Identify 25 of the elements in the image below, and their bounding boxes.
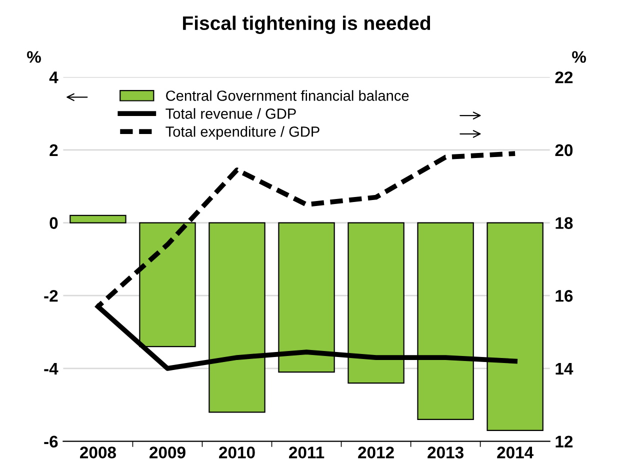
y2-tick-label: 12 bbox=[556, 436, 573, 448]
y-tick-label: 0 bbox=[50, 217, 58, 229]
x-tick-label: 2014 bbox=[497, 446, 534, 458]
legend-label: Central Government financial balance bbox=[166, 90, 409, 101]
y-tick-label: -4 bbox=[44, 363, 58, 374]
chart-title: Fiscal tightening is needed bbox=[183, 16, 430, 34]
x-tick-label: 2013 bbox=[428, 446, 464, 458]
x-tick-label: 2010 bbox=[219, 446, 255, 458]
y2-tick-label: 22 bbox=[555, 71, 573, 84]
x-tick-label: 2008 bbox=[80, 446, 116, 458]
y2-tick-label: 16 bbox=[556, 290, 573, 302]
y2-axis-title: % bbox=[572, 51, 586, 63]
y-tick-label: -2 bbox=[44, 290, 58, 302]
y-tick-label: 2 bbox=[50, 144, 58, 156]
y2-tick-label: 20 bbox=[555, 144, 573, 156]
y-axis-title: % bbox=[27, 51, 41, 63]
legend-label: Total expenditure / GDP bbox=[166, 126, 320, 140]
x-tick-label: 2012 bbox=[358, 446, 394, 458]
x-tick-label: 2011 bbox=[289, 446, 324, 458]
y2-tick-label: 18 bbox=[556, 217, 573, 229]
x-tick-label: 2009 bbox=[150, 446, 186, 458]
y2-tick-label: 14 bbox=[556, 363, 574, 374]
y-tick-label: 4 bbox=[49, 72, 58, 84]
legend-label: Total revenue / GDP bbox=[166, 108, 296, 119]
y-tick-label: -6 bbox=[44, 436, 58, 448]
